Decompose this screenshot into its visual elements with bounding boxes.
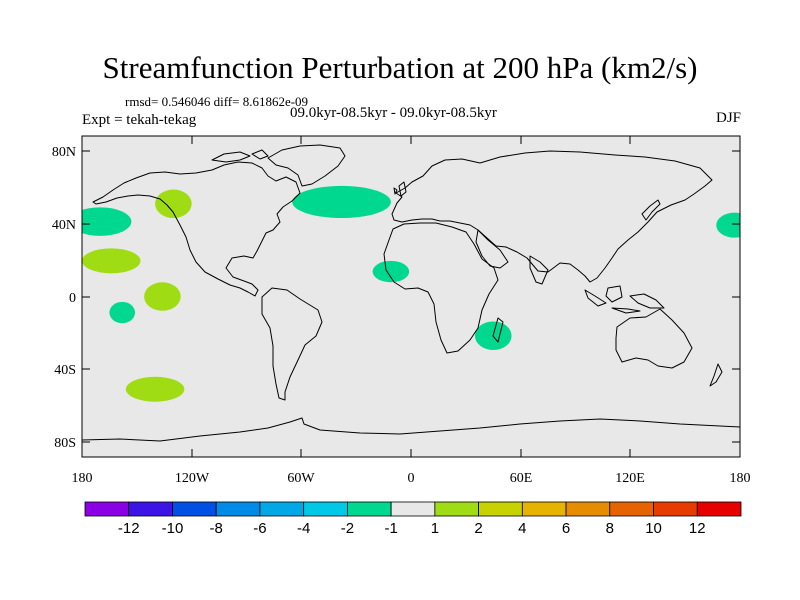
colorbar-label: -8: [210, 520, 223, 537]
colorbar-swatch: [84, 501, 130, 517]
tick-marks: [81, 136, 741, 457]
coast-north-america: [92, 161, 301, 297]
positive-anomaly: [82, 248, 141, 274]
coast-japan: [641, 199, 661, 221]
x-tick-label: 120W: [175, 471, 210, 486]
coast-eurasia: [391, 150, 713, 283]
colorbar-swatch: [609, 501, 654, 517]
colorbar-swatch: [653, 501, 698, 517]
negative-anomaly: [82, 207, 132, 236]
colorbar-swatch: [521, 501, 567, 517]
plot-title: Streamfunction Perturbation at 200 hPa (…: [102, 50, 698, 85]
colorbar-label: -2: [341, 520, 354, 537]
coast-arctic-islands: [211, 149, 269, 163]
negative-anomaly: [292, 185, 391, 219]
coastlines: [81, 144, 741, 442]
colorbar-label: -10: [162, 520, 184, 537]
x-tick-label: 0: [408, 471, 415, 486]
colorbar-swatch: [565, 501, 611, 517]
colorbar-swatch: [128, 501, 173, 517]
y-tick-label: 80N: [52, 145, 76, 160]
coast-africa: [383, 222, 499, 354]
colorbar-labels: -12 -10 -8 -6 -4 -2 -1 1 2 4 6 8 10 12: [118, 520, 706, 537]
colorbar-label: -12: [118, 520, 140, 537]
y-tick-label: 40N: [52, 218, 76, 233]
colorbar-swatch: [390, 501, 436, 517]
x-tick-label: 60W: [287, 471, 315, 486]
coast-south-america: [261, 287, 323, 401]
colorbar-label: 1: [431, 520, 439, 537]
colorbar-label: 10: [645, 520, 662, 537]
colorbar-label: 2: [474, 520, 482, 537]
colorbar-label: -6: [253, 520, 266, 537]
colorbar-swatch: [434, 501, 480, 517]
y-tick-label: 0: [69, 291, 76, 306]
experiment-label: Expt = tekah-tekag: [82, 112, 197, 128]
coast-greenland: [267, 144, 346, 187]
stats-text: rmsd= 0.546046 diff= 8.61862e-09: [125, 94, 309, 109]
negative-anomaly: [109, 301, 136, 324]
positive-anomaly: [125, 376, 185, 402]
negative-anomaly: [372, 260, 410, 283]
x-tick-label: 180: [730, 471, 751, 486]
negative-anomaly: [716, 212, 740, 238]
colorbar: [84, 501, 742, 517]
colorbar-swatch: [303, 501, 348, 517]
coast-india: [529, 255, 549, 285]
coast-madagascar: [492, 317, 504, 343]
colorbar-swatch: [215, 501, 261, 517]
period-label: 09.0kyr-08.5kyr - 09.0kyr-08.5kyr: [290, 105, 497, 121]
colorbar-swatch: [478, 501, 523, 517]
y-tick-label: 80S: [54, 436, 76, 451]
colorbar-swatch: [172, 501, 217, 517]
colorbar-label: 8: [606, 520, 614, 537]
colorbar-label: 12: [689, 520, 706, 537]
coast-arabia: [475, 229, 509, 269]
coast-new-zealand: [709, 363, 723, 387]
colorbar-label: 4: [518, 520, 526, 537]
positive-anomaly: [155, 189, 192, 219]
colorbar-label: -4: [297, 520, 310, 537]
x-tick-label: 60E: [510, 471, 533, 486]
y-tick-label: 40S: [54, 363, 76, 378]
colorbar-label: -1: [384, 520, 397, 537]
coast-australia: [615, 308, 693, 369]
colorbar-label: 6: [562, 520, 570, 537]
x-tick-label: 180: [72, 471, 93, 486]
x-tick-label: 120E: [615, 471, 645, 486]
colorbar-swatch: [259, 501, 305, 517]
coast-maritime-continent: [584, 285, 665, 314]
colorbar-swatch: [696, 501, 742, 517]
colorbar-swatch: [346, 501, 392, 517]
coast-antarctica: [81, 417, 741, 442]
positive-anomaly: [144, 282, 181, 311]
season-label: DJF: [715, 110, 741, 126]
coast-british-isles: [393, 181, 407, 197]
